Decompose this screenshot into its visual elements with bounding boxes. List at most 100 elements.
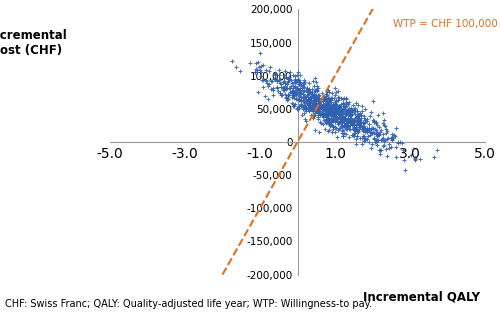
Point — [291, 89, 299, 94]
Point — [286, 83, 294, 88]
Point — [299, 88, 307, 93]
Point — [346, 107, 354, 112]
Point — [296, 104, 304, 109]
Point — [298, 86, 306, 91]
Point — [316, 97, 324, 102]
Point — [314, 108, 322, 113]
Point — [293, 90, 301, 95]
Point — [384, 142, 392, 147]
Point — [355, 116, 363, 121]
Point — [326, 105, 334, 110]
Point — [322, 106, 330, 111]
Point — [328, 112, 336, 117]
Point — [372, 123, 380, 128]
Point — [352, 124, 360, 129]
Point — [416, 157, 424, 162]
Point — [344, 116, 351, 121]
Point — [352, 126, 360, 131]
Point — [305, 104, 313, 109]
Point — [324, 104, 332, 109]
Point — [360, 116, 368, 121]
Point — [311, 102, 319, 107]
Point — [342, 121, 350, 126]
Point — [383, 128, 391, 133]
Point — [359, 128, 367, 133]
Point — [325, 107, 333, 112]
Point — [348, 111, 356, 116]
Point — [314, 107, 322, 112]
Point — [298, 102, 306, 107]
Point — [323, 101, 331, 106]
Point — [314, 102, 322, 107]
Point — [342, 96, 350, 101]
Point — [310, 102, 318, 107]
Point — [348, 123, 356, 128]
Point — [329, 116, 337, 121]
Point — [280, 76, 287, 80]
Point — [296, 82, 304, 87]
Point — [318, 111, 326, 116]
Point — [330, 105, 338, 110]
Point — [317, 112, 325, 117]
Point — [338, 108, 346, 113]
Point — [288, 94, 296, 99]
Point — [328, 114, 336, 119]
Point — [362, 127, 370, 132]
Point — [290, 77, 298, 82]
Point — [349, 117, 357, 122]
Point — [296, 90, 304, 95]
Point — [322, 112, 330, 117]
Point — [290, 79, 298, 84]
Point — [302, 85, 310, 90]
Point — [310, 93, 318, 98]
Point — [347, 116, 355, 121]
Point — [356, 123, 364, 128]
Point — [349, 126, 357, 131]
Point — [344, 124, 351, 129]
Point — [316, 106, 324, 111]
Point — [352, 111, 360, 116]
Point — [350, 107, 358, 112]
Point — [322, 98, 330, 103]
Point — [336, 119, 344, 124]
Point — [321, 119, 329, 124]
Point — [296, 86, 304, 91]
Point — [332, 105, 340, 110]
Point — [342, 126, 350, 131]
Point — [304, 98, 312, 103]
Point — [293, 86, 301, 91]
Point — [388, 136, 396, 141]
Point — [352, 137, 360, 142]
Point — [348, 133, 356, 138]
Point — [274, 85, 281, 90]
Point — [324, 105, 332, 110]
Point — [361, 137, 369, 142]
Point — [430, 154, 438, 159]
Point — [308, 102, 316, 107]
Point — [295, 90, 303, 95]
Point — [305, 107, 313, 112]
Point — [310, 95, 318, 100]
Point — [256, 69, 264, 74]
Point — [300, 82, 308, 87]
Point — [334, 106, 342, 111]
Point — [311, 105, 319, 110]
Point — [287, 78, 295, 83]
Point — [348, 119, 356, 124]
Point — [320, 126, 328, 131]
Point — [291, 79, 299, 84]
Point — [320, 98, 328, 103]
Point — [322, 114, 330, 119]
Point — [350, 131, 358, 136]
Point — [306, 100, 314, 105]
Point — [342, 122, 350, 127]
Point — [314, 102, 322, 107]
Point — [346, 105, 354, 110]
Point — [334, 95, 342, 100]
Point — [300, 104, 308, 109]
Point — [340, 117, 348, 122]
Point — [338, 130, 345, 135]
Point — [315, 105, 323, 110]
Point — [322, 93, 330, 98]
Point — [350, 119, 358, 124]
